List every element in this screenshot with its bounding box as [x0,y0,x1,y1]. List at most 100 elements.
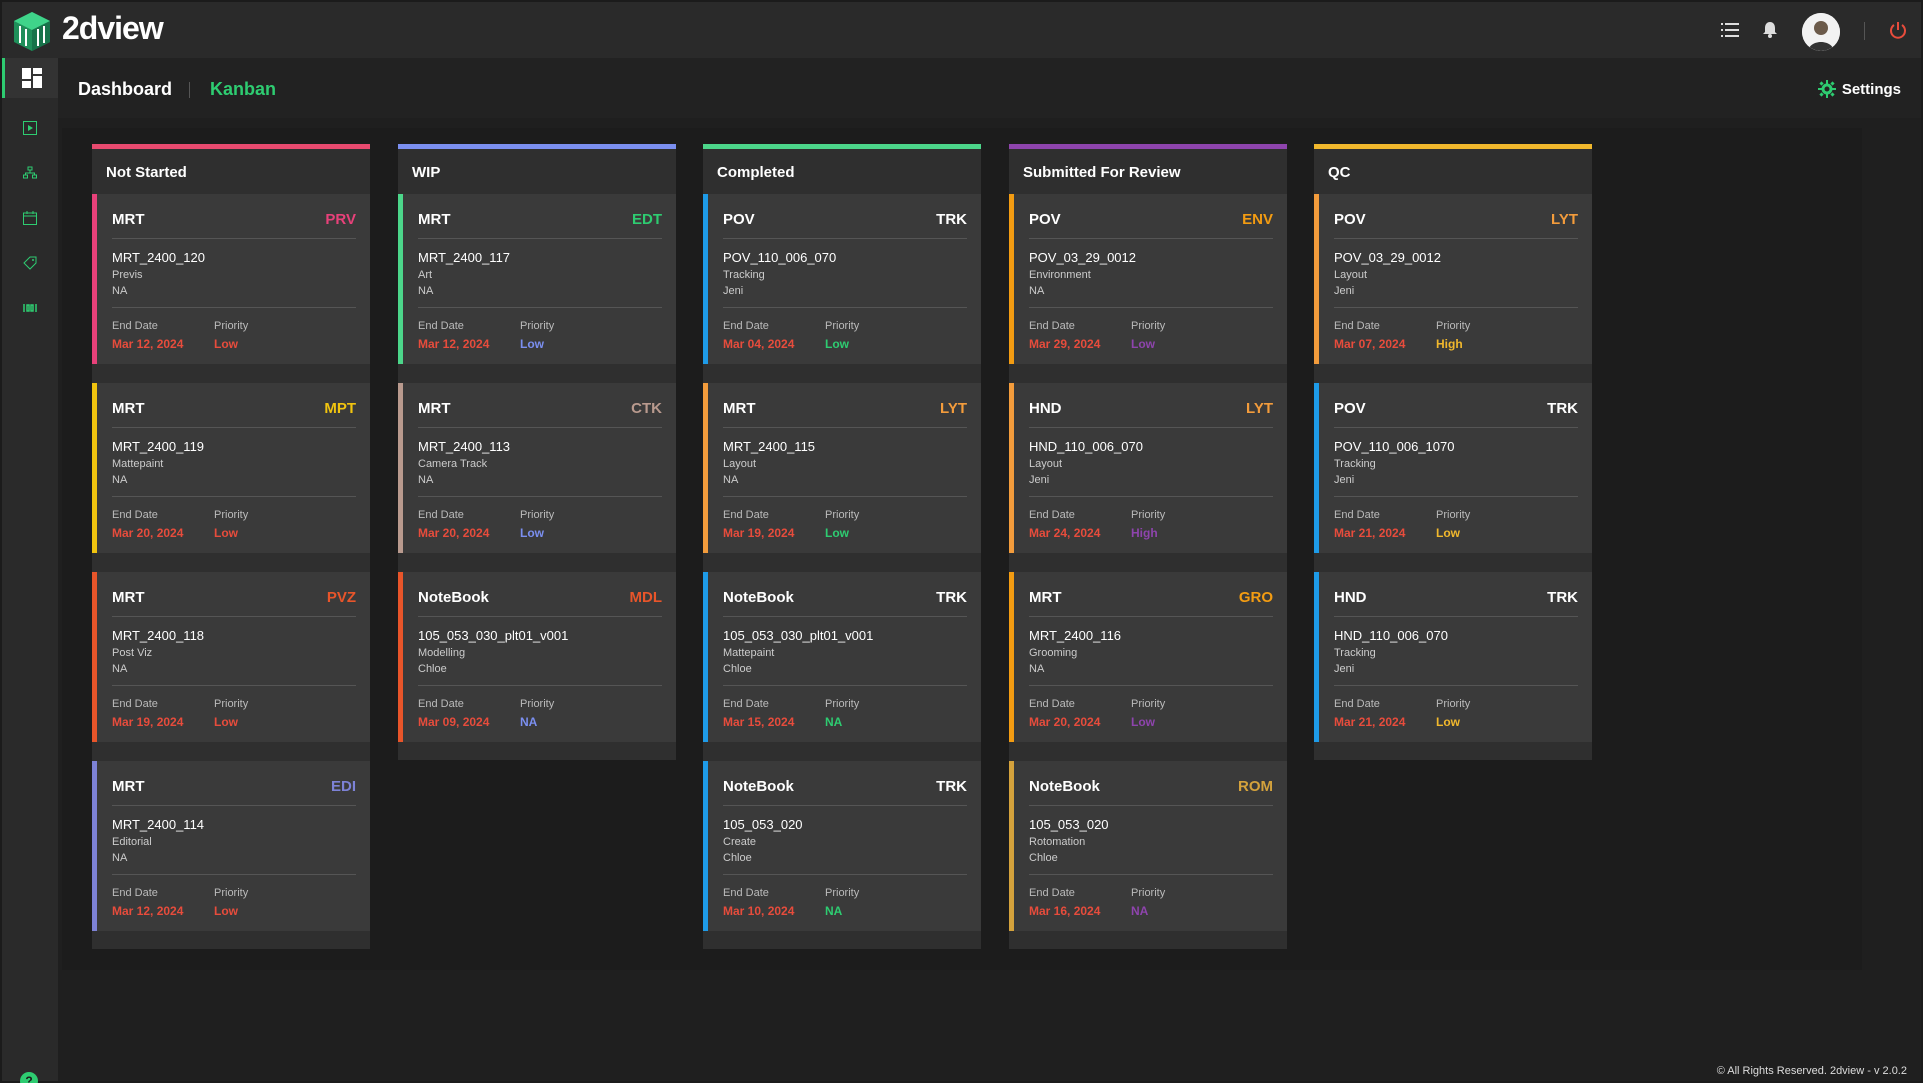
column-title: Submitted For Review [1023,164,1181,181]
card-task: Create [723,836,757,848]
column-title: Not Started [106,164,187,181]
card-project: MRT [1029,589,1062,606]
priority-value: Low [825,526,849,540]
task-card[interactable]: POV TRK POV_110_006_1070 Tracking Jeni E… [1314,383,1592,553]
task-card[interactable]: NoteBook ROM 105_053_020 Rotomation Chlo… [1009,761,1287,931]
list-icon[interactable] [1718,18,1742,42]
end-date-value: Mar 20, 2024 [112,526,184,540]
breadcrumb-divider [189,82,190,98]
avatar[interactable] [1802,13,1840,51]
sidebar-item-hierarchy[interactable] [2,153,58,193]
task-card[interactable]: POV TRK POV_110_006_070 Tracking Jeni En… [703,194,981,364]
card-task: Tracking [1334,458,1376,470]
end-date-label: End Date [1029,698,1075,710]
card-header: NoteBook TRK [723,589,967,615]
card-divider [418,307,662,308]
end-date-value: Mar 12, 2024 [112,337,184,351]
sidebar-item-tags[interactable] [2,243,58,283]
card-task: Rotomation [1029,836,1086,848]
help-icon[interactable]: ? [20,1072,38,1083]
card-code: MDL [629,589,663,606]
task-card[interactable]: MRT LYT MRT_2400_115 Layout NA End Date … [703,383,981,553]
end-date-value: Mar 29, 2024 [1029,337,1101,351]
card-divider [112,307,356,308]
task-card[interactable]: MRT PRV MRT_2400_120 Previs NA End Date … [92,194,370,364]
task-card[interactable]: NoteBook MDL 105_053_030_plt01_v001 Mode… [398,572,676,742]
breadcrumb-kanban[interactable]: Kanban [210,79,277,99]
card-assignee: NA [112,852,128,864]
card-assignee: NA [112,285,128,297]
card-divider [418,238,662,239]
sidebar-item-dashboard[interactable] [2,58,58,98]
task-card[interactable]: MRT EDI MRT_2400_114 Editorial NA End Da… [92,761,370,931]
dashboard-icon [21,68,42,88]
card-divider [723,496,967,497]
priority-value: Low [214,337,238,351]
card-code: TRK [1547,400,1578,417]
card-assignee: Jeni [1334,663,1355,675]
task-card[interactable]: MRT GRO MRT_2400_116 Grooming NA End Dat… [1009,572,1287,742]
footer-copyright: © All Rights Reserved. 2dview - v 2.0.2 [1716,1065,1907,1077]
card-task: Mattepaint [112,458,164,470]
task-card[interactable]: POV LYT POV_03_29_0012 Layout Jeni End D… [1314,194,1592,364]
breadcrumb-dashboard[interactable]: Dashboard [78,79,173,99]
card-assignee: Chloe [723,852,752,864]
card-header: POV LYT [1334,211,1578,237]
hierarchy-icon [23,166,37,179]
task-card[interactable]: NoteBook TRK 105_053_030_plt01_v001 Matt… [703,572,981,742]
end-date-value: Mar 21, 2024 [1334,526,1406,540]
card-assignee: Jeni [723,285,744,297]
task-card[interactable]: NoteBook TRK 105_053_020 Create Chloe En… [703,761,981,931]
card-divider [723,616,967,617]
card-project: NoteBook [723,778,794,795]
card-code: EDT [632,211,662,228]
task-card[interactable]: POV ENV POV_03_29_0012 Environment NA En… [1009,194,1287,364]
task-card[interactable]: HND LYT HND_110_006_070 Layout Jeni End … [1009,383,1287,553]
end-date-value: Mar 12, 2024 [112,904,184,918]
settings-button[interactable]: Settings [1817,80,1901,98]
bell-icon[interactable] [1758,18,1782,42]
card-task: Layout [1029,458,1063,470]
task-card[interactable]: MRT EDT MRT_2400_117 Art NA End Date Pri… [398,194,676,364]
end-date-value: Mar 19, 2024 [723,526,795,540]
card-divider [1029,427,1273,428]
card-header: POV TRK [723,211,967,237]
card-header: MRT EDI [112,778,356,804]
priority-label: Priority [1131,698,1166,710]
task-card[interactable]: HND TRK HND_110_006_070 Tracking Jeni En… [1314,572,1592,742]
sidebar-item-levels[interactable] [2,288,58,328]
card-shot-name: POV_03_29_0012 [1334,250,1441,265]
card-divider [1029,616,1273,617]
task-card[interactable]: MRT PVZ MRT_2400_118 Post Viz NA End Dat… [92,572,370,742]
logo-icon[interactable] [12,10,52,52]
power-icon[interactable] [1886,18,1910,42]
card-code: LYT [940,400,967,417]
end-date-label: End Date [112,887,158,899]
card-header: MRT EDT [418,211,662,237]
priority-value: NA [1131,904,1149,918]
card-divider [1029,874,1273,875]
sidebar-item-player[interactable] [2,108,58,148]
card-header: POV TRK [1334,400,1578,426]
card-shot-name: POV_03_29_0012 [1029,250,1136,265]
kanban-column: WIP MRT EDT MRT_2400_117 Art NA End Date… [398,144,676,760]
task-card[interactable]: MRT MPT MRT_2400_119 Mattepaint NA End D… [92,383,370,553]
sidebar-item-calendar[interactable] [2,198,58,238]
end-date-value: Mar 21, 2024 [1334,715,1406,729]
task-card[interactable]: MRT CTK MRT_2400_113 Camera Track NA End… [398,383,676,553]
card-shot-name: 105_053_030_plt01_v001 [723,628,874,643]
card-code: MPT [324,400,356,417]
kanban-column: QC POV LYT POV_03_29_0012 Layout Jeni En… [1314,144,1592,760]
card-task: Layout [723,458,757,470]
end-date-value: Mar 19, 2024 [112,715,184,729]
priority-value: Low [1436,526,1460,540]
card-shot-name: MRT_2400_115 [723,439,816,454]
card-shot-name: 105_053_020 [723,817,803,832]
card-divider [112,427,356,428]
card-divider [723,307,967,308]
card-divider [723,874,967,875]
end-date-label: End Date [418,698,464,710]
end-date-value: Mar 07, 2024 [1334,337,1406,351]
priority-label: Priority [520,509,555,521]
priority-label: Priority [214,887,249,899]
